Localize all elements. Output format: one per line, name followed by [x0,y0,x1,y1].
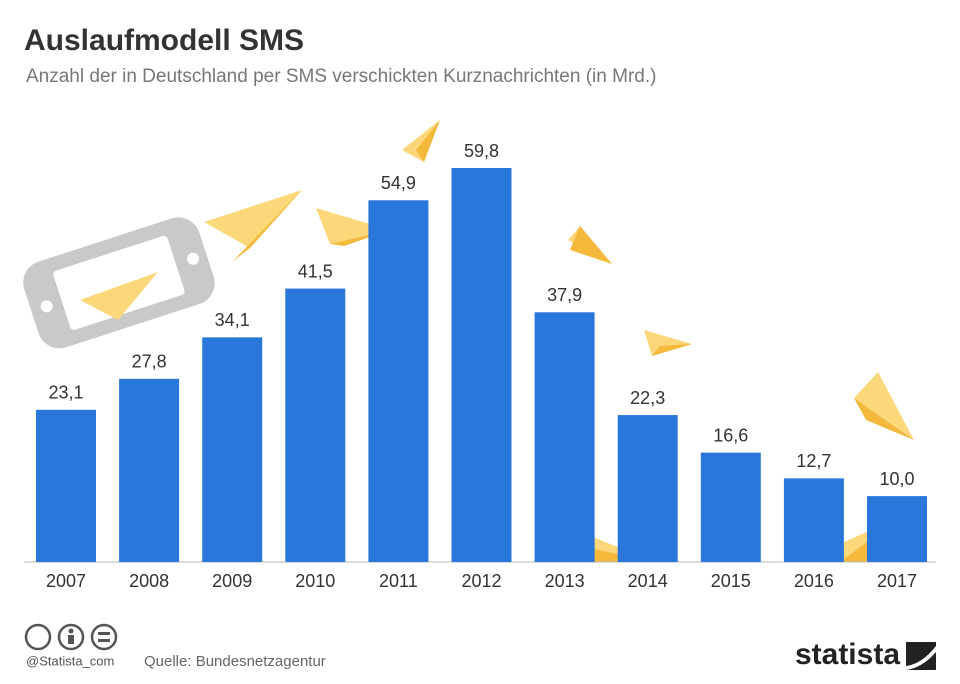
plane [204,190,302,262]
chart-title: Auslaufmodell SMS [24,24,304,57]
bar [36,409,96,562]
value-label: 16,6 [713,425,748,445]
source: Quelle: Bundesnetzagentur [144,653,326,670]
bar [202,337,263,562]
bar [119,378,180,562]
x-tick-label: 2013 [545,571,585,591]
x-tick-label: 2012 [461,571,501,591]
x-tick-label: 2007 [46,571,86,591]
bar [451,168,512,562]
plane [854,372,914,440]
value-label: 10,0 [879,469,914,489]
bar [285,288,346,562]
brand: statista [795,638,900,671]
bar [617,415,678,562]
value-label: 27,8 [132,352,167,372]
chart-subtitle: Anzahl der in Deutschland per SMS versch… [26,66,656,87]
plane [402,120,440,162]
value-label: 54,9 [381,173,416,193]
x-tick-label: 2016 [794,571,834,591]
bar [700,452,761,562]
x-tick-label: 2009 [212,571,252,591]
license-icons [24,623,118,651]
x-tick-label: 2008 [129,571,169,591]
phone-icon [23,217,215,349]
value-label: 34,1 [215,310,250,330]
credit: @Statista_com [26,653,114,668]
bar [368,200,429,562]
value-label: 37,9 [547,285,582,305]
plane [644,330,692,356]
x-tick-label: 2014 [628,571,668,591]
value-label: 23,1 [48,383,83,403]
plane [568,226,612,264]
bar [867,496,927,562]
bar [534,312,595,562]
value-label: 41,5 [298,261,333,281]
x-tick-label: 2017 [877,571,917,591]
value-label: 12,7 [796,451,831,471]
x-tick-label: 2010 [295,571,335,591]
x-tick-label: 2011 [379,571,418,591]
x-tick-label: 2015 [711,571,751,591]
value-label: 22,3 [630,388,665,408]
brand-icon [906,642,936,670]
plane [80,272,158,320]
value-label: 59,8 [464,141,499,161]
bar [783,478,844,562]
